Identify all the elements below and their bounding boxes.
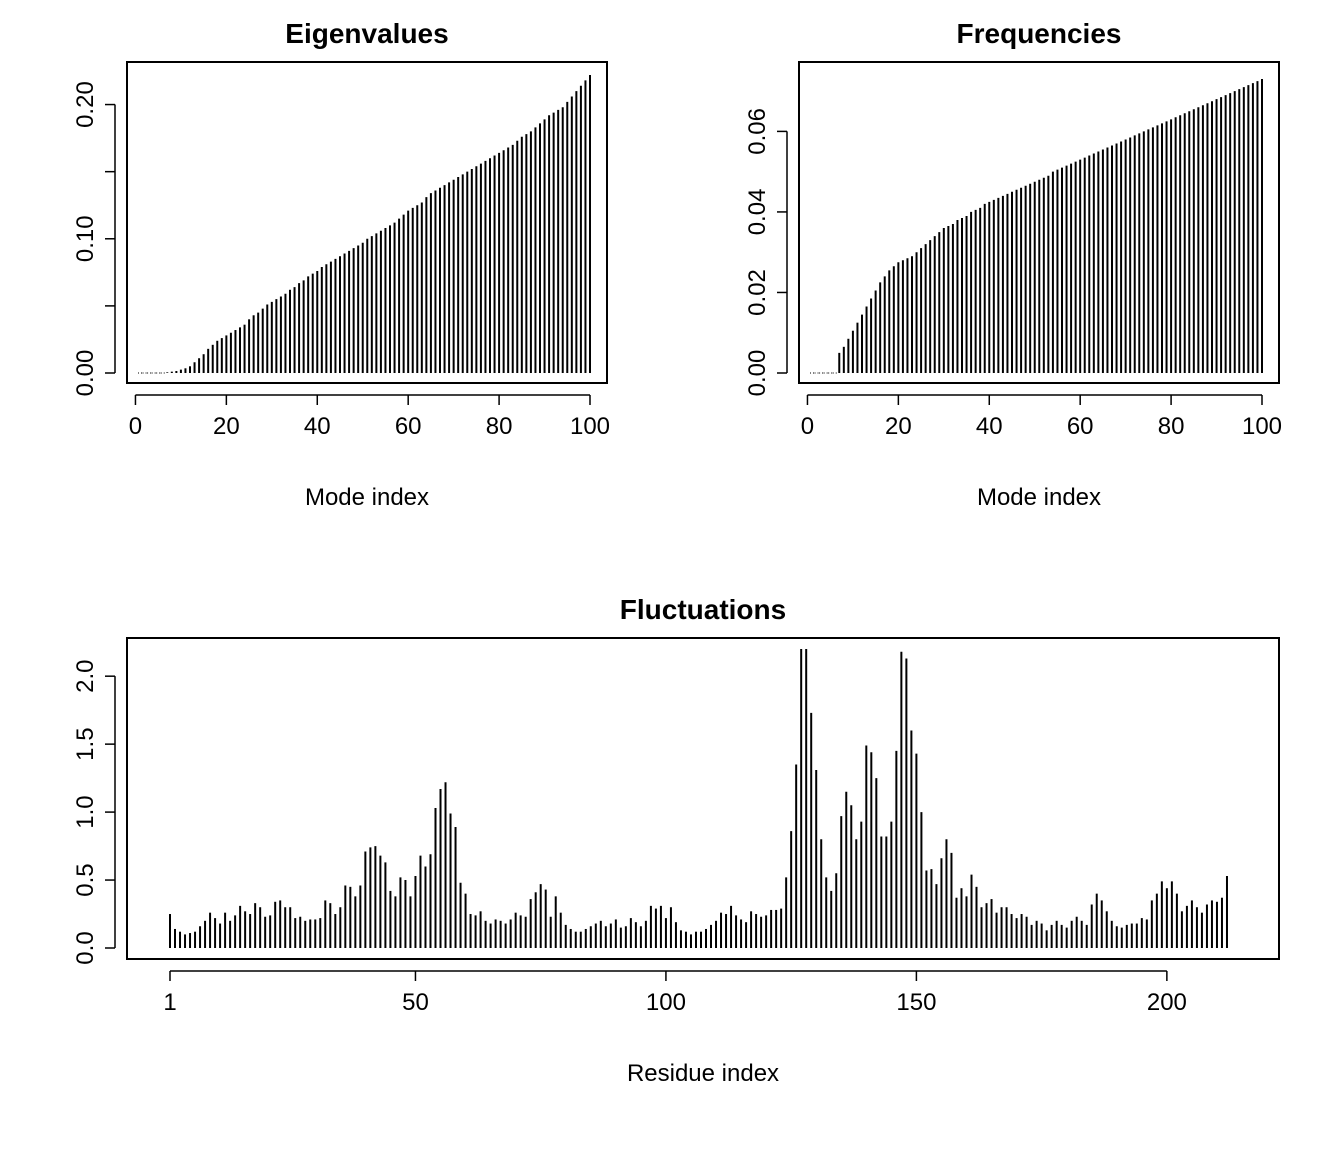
eigenvalues-x-label: Mode index xyxy=(305,484,429,511)
y-tick-label: 0.20 xyxy=(72,81,99,128)
eigenvalues-bars xyxy=(138,75,591,374)
frequencies-frame xyxy=(798,61,1280,384)
eigenvalues-y-axis: 0.00 0.10 0.20 xyxy=(72,81,116,397)
y-tick-label: 1.5 xyxy=(72,727,99,760)
x-tick-label: 20 xyxy=(885,413,912,440)
fluctuations-y-axis: 0.0 0.5 1.0 1.5 2.0 xyxy=(72,659,116,965)
x-tick-label: 40 xyxy=(976,413,1003,440)
x-tick-label: 100 xyxy=(646,989,686,1016)
frequencies-y-axis: 0.00 0.02 0.04 0.06 xyxy=(744,108,788,397)
frequencies-bars xyxy=(810,79,1263,374)
eigenvalues-frame xyxy=(126,61,608,384)
x-tick-label: 100 xyxy=(570,413,610,440)
x-tick-label: 80 xyxy=(1158,413,1185,440)
x-tick-label: 20 xyxy=(213,413,240,440)
x-tick-label: 100 xyxy=(1242,413,1282,440)
y-tick-label: 0.5 xyxy=(72,863,99,896)
y-tick-label: 1.0 xyxy=(72,795,99,828)
x-tick-label: 200 xyxy=(1147,989,1187,1016)
x-tick-label: 0 xyxy=(801,413,814,440)
x-tick-label: 60 xyxy=(395,413,422,440)
fluctuations-frame xyxy=(126,637,1280,960)
x-tick-label: 1 xyxy=(163,989,176,1016)
y-tick-label: 0.0 xyxy=(72,931,99,964)
y-tick-label: 0.00 xyxy=(72,350,99,397)
x-tick-label: 40 xyxy=(304,413,331,440)
frequencies-x-label: Mode index xyxy=(977,484,1101,511)
fluctuations-bars xyxy=(169,649,1228,948)
eigenvalues-title: Eigenvalues xyxy=(285,18,448,49)
y-tick-label: 2.0 xyxy=(72,659,99,692)
x-tick-label: 80 xyxy=(486,413,513,440)
eigenvalues-x-axis: 0 20 40 60 80 100 xyxy=(129,394,610,440)
fluctuations-title: Fluctuations xyxy=(620,594,786,625)
y-tick-label: 0.10 xyxy=(72,215,99,262)
frequencies-x-axis: 0 20 40 60 80 100 xyxy=(801,394,1282,440)
y-tick-label: 0.06 xyxy=(744,108,771,155)
x-tick-label: 60 xyxy=(1067,413,1094,440)
fluctuations-x-axis: 1 50 100 150 200 xyxy=(163,970,1187,1016)
y-tick-label: 0.02 xyxy=(744,269,771,316)
eigenvalues-panel: Eigenvalues 0 20 40 60 80 100 Mode index 0.00 0.1… xyxy=(72,18,610,511)
x-tick-label: 50 xyxy=(402,989,429,1016)
x-tick-label: 150 xyxy=(896,989,936,1016)
y-tick-label: 0.00 xyxy=(744,350,771,397)
fluctuations-x-label: Residue index xyxy=(627,1060,779,1087)
x-tick-label: 0 xyxy=(129,413,142,440)
frequencies-title: Frequencies xyxy=(957,18,1122,49)
y-tick-label: 0.04 xyxy=(744,189,771,236)
